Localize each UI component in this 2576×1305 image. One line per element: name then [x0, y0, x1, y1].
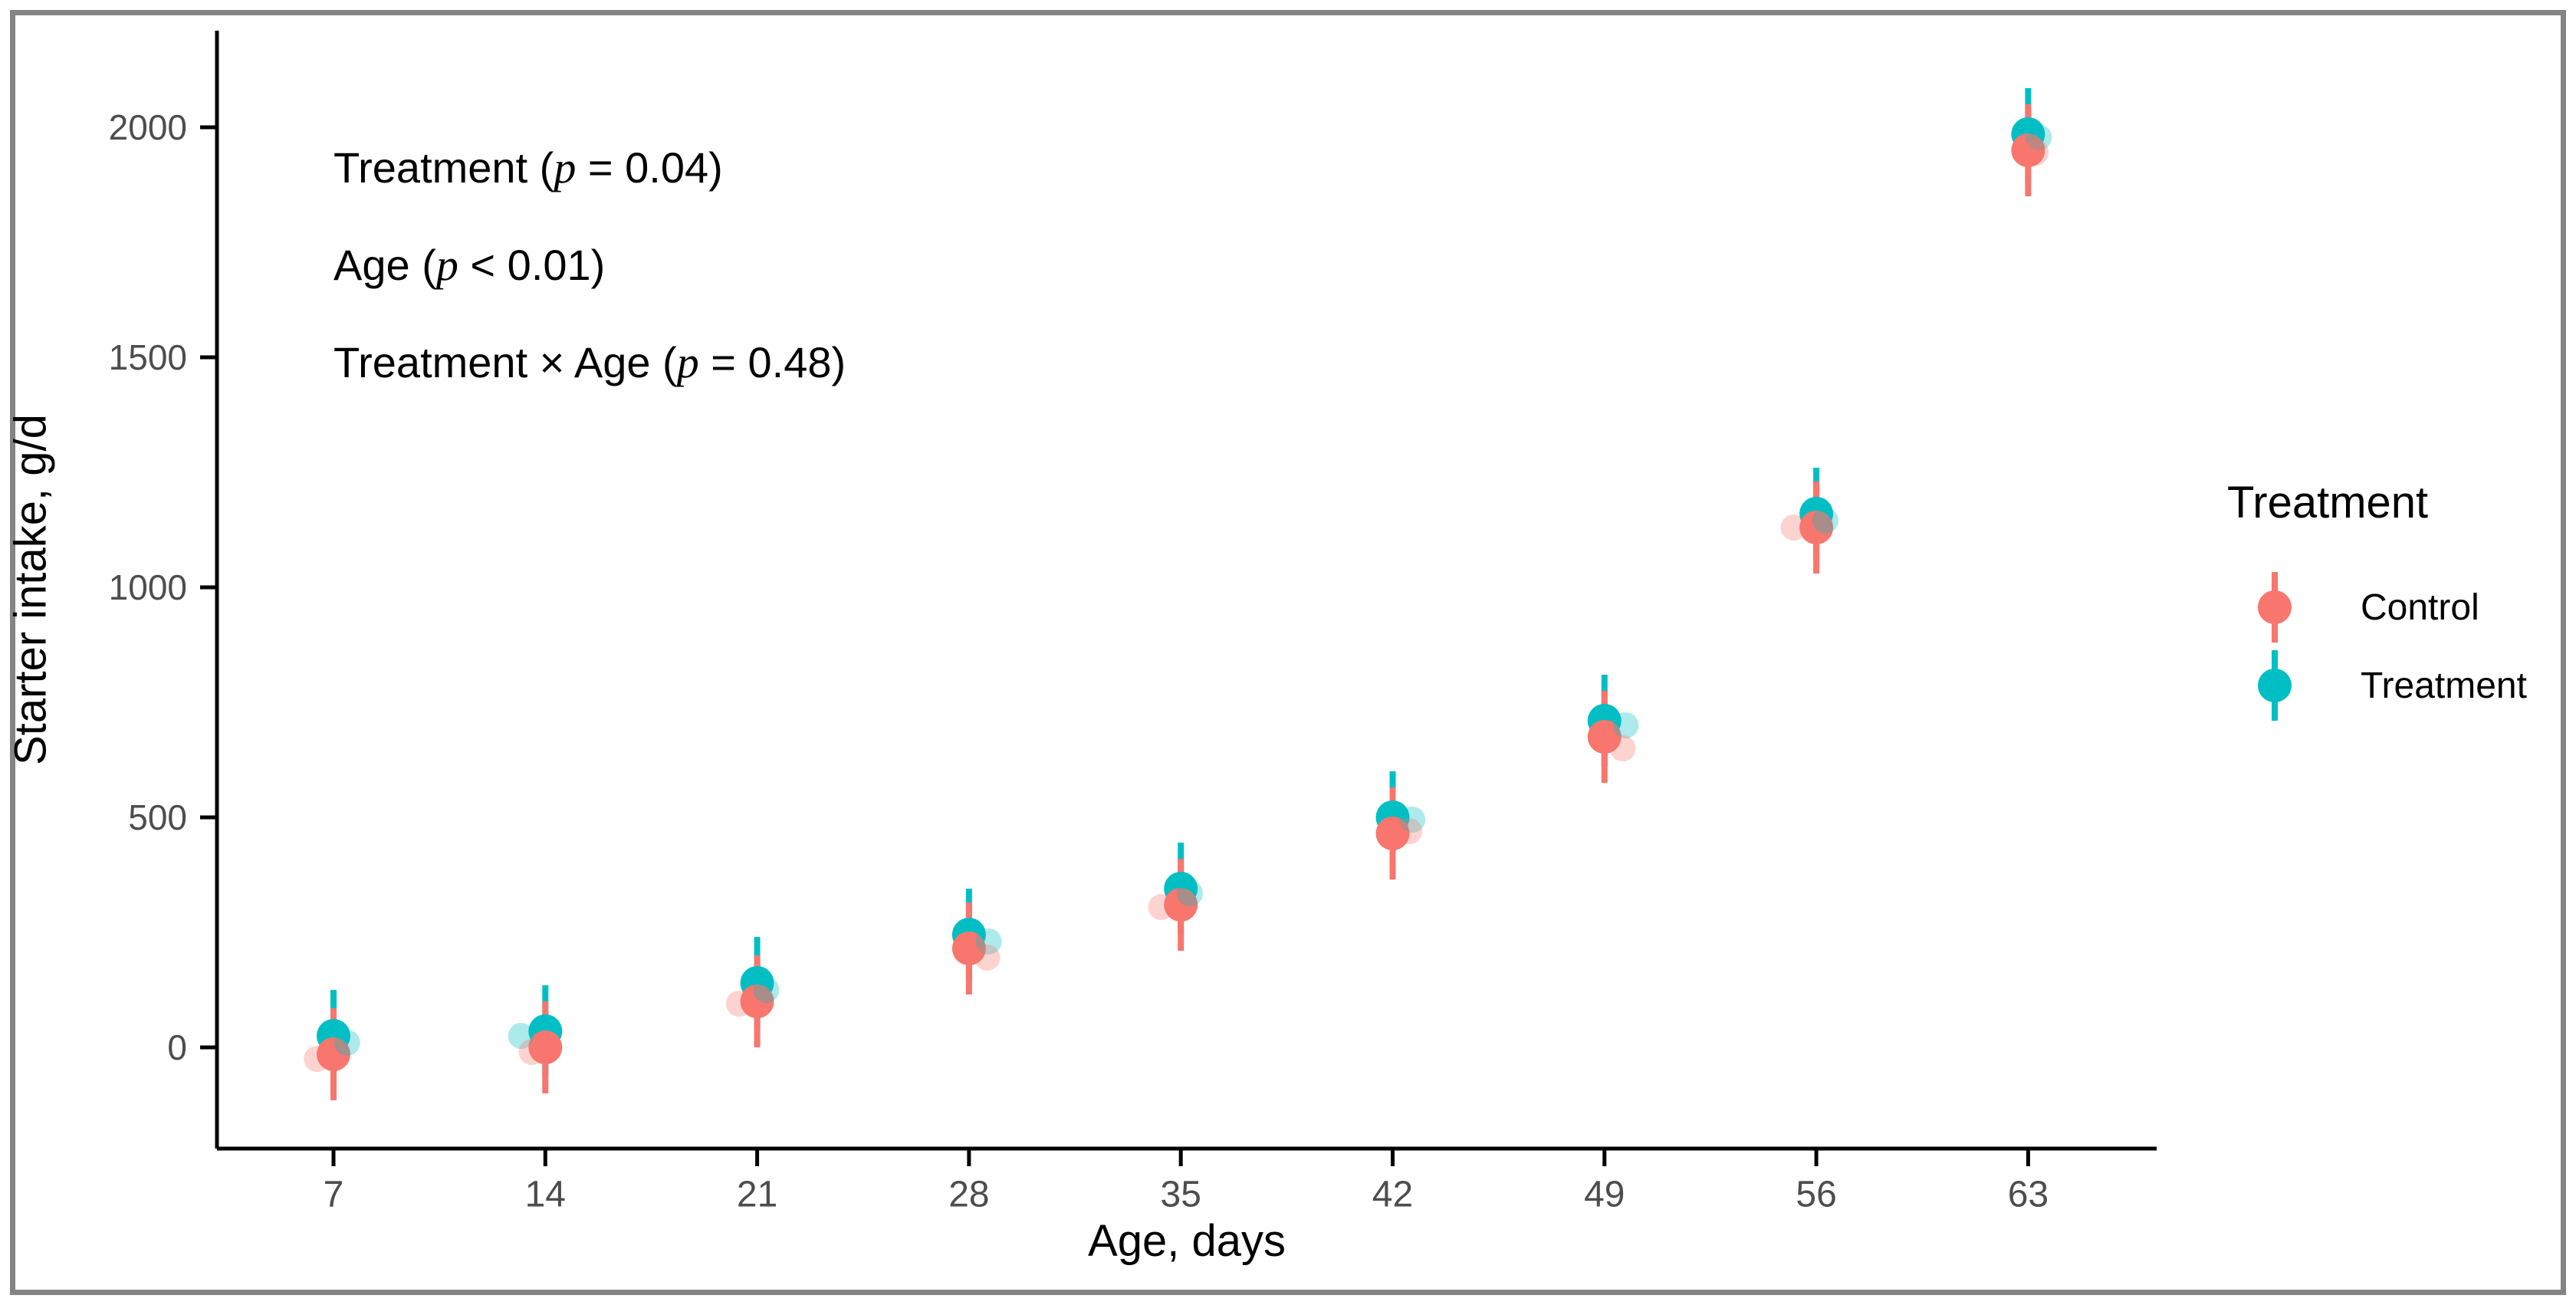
- y-tick-label: 1000: [109, 567, 187, 607]
- legend-item-treatment: Treatment: [2227, 646, 2527, 725]
- point-control-raw: [518, 1039, 545, 1065]
- point-control-mean: [1164, 888, 1198, 922]
- legend-label-control: Control: [2361, 587, 2479, 628]
- legend-key-point: [2258, 590, 2292, 624]
- annotation-age-pvalue: Age (p < 0.01): [334, 240, 606, 290]
- annotation-interaction-pvalue: Treatment × Age (p = 0.48): [334, 337, 846, 387]
- x-tick-label: 56: [1796, 1175, 1836, 1215]
- point-treatment-raw: [1812, 508, 1838, 534]
- point-control-mean: [317, 1037, 350, 1071]
- image-border-frame: [10, 10, 2566, 1295]
- point-control-mean: [528, 1031, 563, 1064]
- x-tick-label: 35: [1161, 1175, 1201, 1215]
- x-tick-label: 14: [525, 1175, 566, 1215]
- y-tick-label: 2000: [109, 107, 187, 147]
- point-treatment-raw: [975, 929, 1002, 955]
- point-treatment-raw: [753, 977, 780, 1003]
- x-tick-label: 21: [737, 1175, 777, 1215]
- x-tick-label: 7: [324, 1175, 344, 1215]
- point-treatment-raw: [2026, 124, 2052, 151]
- point-control-mean: [740, 985, 774, 1018]
- x-axis-title: Age, days: [1088, 1216, 1286, 1266]
- legend: Treatment Control Treatment: [2227, 477, 2527, 725]
- y-tick-label: 1500: [109, 337, 187, 377]
- pointrange-key-icon: [2258, 572, 2292, 643]
- point-control-raw: [1609, 735, 1636, 761]
- x-tick-label: 49: [1584, 1175, 1625, 1215]
- point-control-raw: [304, 1046, 330, 1072]
- point-control-raw: [1780, 514, 1807, 541]
- legend-title: Treatment: [2227, 478, 2429, 528]
- pointrange-key-icon: [2258, 650, 2292, 721]
- point-treatment-raw: [1399, 807, 1426, 833]
- point-control-mean: [1375, 817, 1410, 850]
- x-tick-label: 63: [2008, 1175, 2049, 1215]
- point-treatment-raw: [334, 1030, 360, 1056]
- point-control-mean: [1587, 720, 1622, 754]
- x-tick-label: 42: [1372, 1175, 1413, 1215]
- y-tick-label: 0: [167, 1027, 187, 1067]
- point-treatment-raw: [1612, 712, 1639, 738]
- y-axis-title: Starter intake, g/d: [5, 414, 56, 765]
- point-control-raw: [2022, 140, 2049, 166]
- legend-label-treatment: Treatment: [2361, 665, 2527, 706]
- point-control-raw: [974, 945, 1001, 971]
- annotation-treatment-pvalue: Treatment (p = 0.04): [334, 143, 723, 192]
- point-control-mean: [1799, 511, 1834, 544]
- point-control-mean: [2011, 133, 2045, 167]
- point-control-raw: [1396, 818, 1423, 844]
- point-control-raw: [1148, 894, 1175, 920]
- legend-item-control: Control: [2227, 568, 2527, 646]
- point-control-raw: [725, 991, 752, 1017]
- y-tick-label: 500: [128, 797, 187, 837]
- x-tick-label: 28: [948, 1175, 989, 1215]
- legend-key-point: [2258, 669, 2292, 702]
- point-control-mean: [951, 932, 986, 965]
- point-treatment-raw: [1177, 880, 1204, 906]
- point-treatment-raw: [508, 1023, 534, 1049]
